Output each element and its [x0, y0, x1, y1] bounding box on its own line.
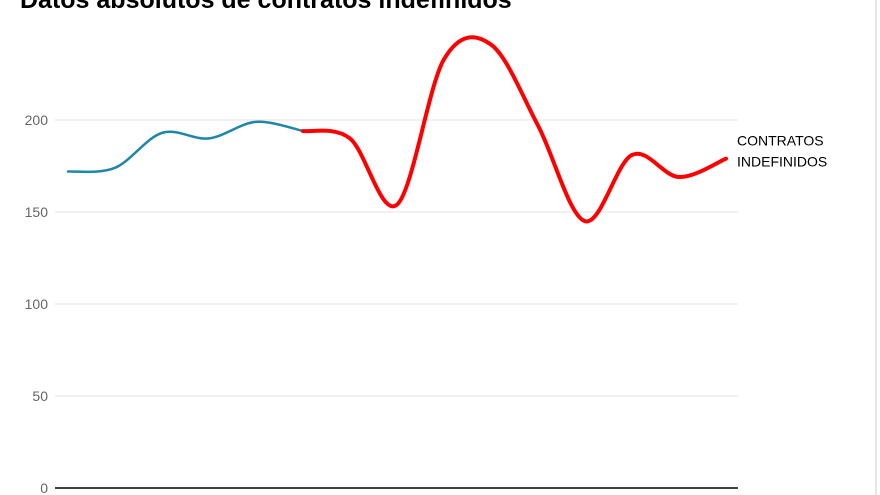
y-tick-label: 0 [40, 480, 48, 495]
series-line [66, 120, 305, 174]
y-tick-label: 100 [25, 296, 49, 312]
y-tick-label: 200 [25, 112, 49, 128]
series-line [301, 35, 728, 224]
y-tick-label: 150 [25, 204, 49, 220]
y-tick-label: 50 [32, 388, 48, 404]
series-label: CONTRATOS INDEFINIDOS [737, 133, 827, 170]
chart-title: Datos absolutos de contratos indefinidos [20, 0, 512, 14]
